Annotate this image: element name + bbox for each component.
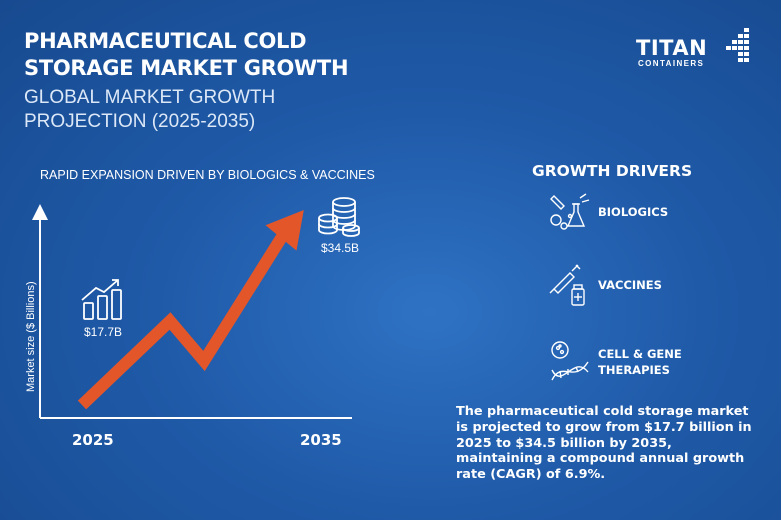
trend-arrowhead (265, 210, 304, 251)
subtitle-text: GLOBAL MARKET GROWTH PROJECTION (2025-20… (24, 87, 276, 132)
growth-trend-arrow (77, 210, 304, 410)
page-title: PHARMACEUTICAL COLD STORAGE MARKET GROWT… (24, 28, 354, 82)
y-axis-label: Market size ($ Billions) (25, 281, 37, 392)
start-value-label: $17.7B (84, 325, 122, 339)
summary-text: The pharmaceutical cold storage market i… (456, 404, 752, 483)
syringe-vial-icon (549, 264, 585, 306)
x-tick-2035: 2035 (300, 431, 342, 449)
page-subtitle: GLOBAL MARKET GROWTH PROJECTION (2025-20… (24, 86, 284, 134)
titan-containers-logo: TITAN CONTAINERS (634, 28, 754, 72)
logo-grid-icon (726, 28, 749, 62)
driver-biologics: BIOLOGICS (548, 190, 668, 234)
driver-vaccines-label: VACCINES (598, 278, 662, 292)
driver-cell-gene-line2: THERAPIES (598, 363, 670, 377)
trend-line (77, 233, 288, 410)
dna-cell-icon (551, 341, 589, 381)
driver-cell-gene-label: CELL & GENE THERAPIES (598, 346, 682, 378)
logo-wordmark: TITAN (636, 36, 708, 60)
driver-cell-gene-line1: CELL & GENE (598, 347, 682, 361)
coin-stack-icon (318, 197, 360, 237)
growth-drivers-title: GROWTH DRIVERS (532, 162, 693, 180)
driver-vaccines: VACCINES (548, 263, 662, 307)
driver-cell-gene: CELL & GENE THERAPIES (548, 340, 682, 384)
logo-subtext: CONTAINERS (638, 59, 705, 68)
lab-flask-icon (550, 193, 590, 230)
chart-subtitle: RAPID EXPANSION DRIVEN BY BIOLOGICS & VA… (40, 168, 375, 182)
bar-growth-icon (81, 279, 122, 320)
x-tick-2025: 2025 (72, 431, 114, 449)
driver-biologics-label: BIOLOGICS (598, 205, 669, 219)
title-text: PHARMACEUTICAL COLD STORAGE MARKET GROWT… (24, 29, 349, 80)
end-value-label: $34.5B (321, 241, 359, 255)
